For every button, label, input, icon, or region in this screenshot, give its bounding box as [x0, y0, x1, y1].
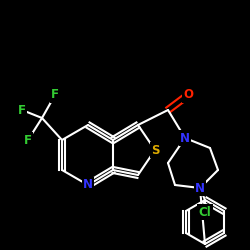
Text: S: S	[151, 144, 159, 156]
Text: F: F	[51, 88, 59, 102]
Text: O: O	[183, 88, 193, 102]
Text: Cl: Cl	[198, 206, 211, 218]
Text: N: N	[83, 178, 93, 192]
Text: F: F	[18, 104, 26, 117]
Text: N: N	[195, 182, 205, 194]
Text: N: N	[180, 132, 190, 144]
Text: F: F	[24, 134, 32, 146]
